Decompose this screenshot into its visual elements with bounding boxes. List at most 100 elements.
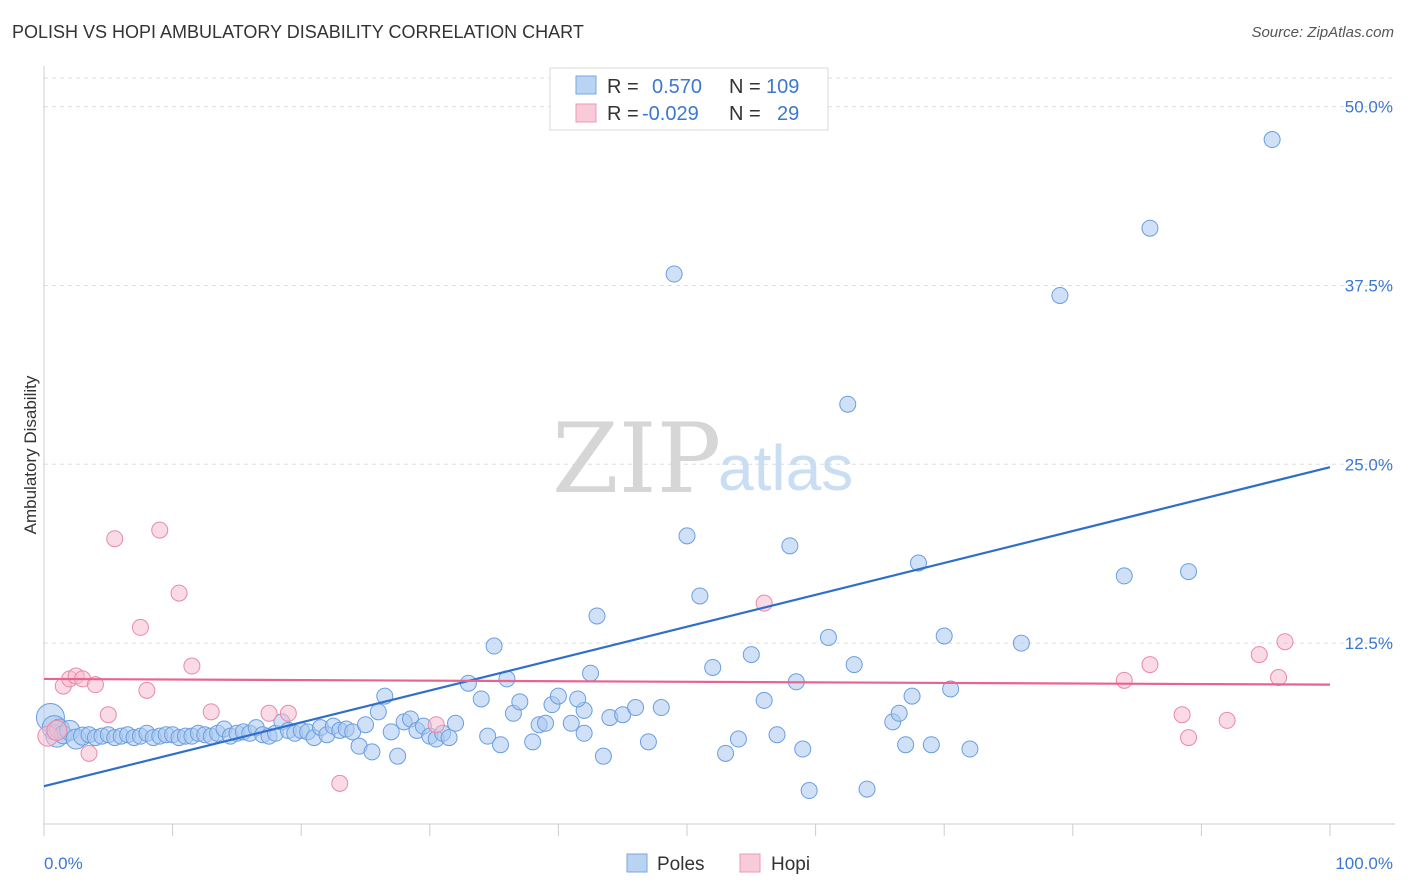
poles-point bbox=[447, 714, 465, 732]
poles-point bbox=[819, 628, 837, 646]
hopi-point bbox=[170, 584, 188, 602]
hopi-point bbox=[46, 719, 68, 741]
series-legend: Poles Hopi bbox=[626, 853, 810, 875]
hopi-point bbox=[183, 657, 201, 675]
hopi-point bbox=[279, 704, 297, 722]
poles-point bbox=[858, 780, 876, 798]
hopi-point bbox=[99, 706, 117, 724]
poles-point bbox=[897, 736, 915, 754]
source-label: Source: ZipAtlas.com bbox=[1251, 24, 1394, 41]
trend-lines bbox=[43, 466, 1331, 788]
poles-point bbox=[363, 743, 381, 761]
hopi-point bbox=[80, 744, 98, 762]
poles-point bbox=[800, 782, 818, 800]
poles-trend-line bbox=[43, 466, 1331, 788]
poles-point bbox=[961, 740, 979, 758]
poles-series-label: Poles bbox=[657, 854, 705, 875]
poles-point bbox=[357, 716, 374, 734]
y-tick-label: 50.0% bbox=[1345, 98, 1393, 117]
hopi-point bbox=[1180, 729, 1198, 747]
poles-point bbox=[704, 658, 722, 676]
hopi-point bbox=[1276, 633, 1294, 651]
watermark-zip: ZIP bbox=[552, 403, 721, 515]
poles-point bbox=[511, 693, 529, 711]
chart-title: POLISH VS HOPI AMBULATORY DISABILITY COR… bbox=[12, 22, 584, 42]
poles-point bbox=[890, 704, 908, 722]
x-tick-labels: 0.0% 100.0% bbox=[44, 854, 1393, 873]
poles-point bbox=[369, 703, 387, 721]
poles-point bbox=[472, 690, 490, 708]
poles-point bbox=[781, 537, 799, 555]
poles-legend-swatch bbox=[575, 75, 597, 95]
poles-point bbox=[440, 729, 458, 747]
hopi-point bbox=[1115, 671, 1133, 689]
y-tick-label: 12.5% bbox=[1345, 634, 1393, 653]
poles-point bbox=[942, 680, 960, 698]
poles-point bbox=[1115, 567, 1133, 585]
hopi-point bbox=[260, 704, 278, 722]
poles-point bbox=[1051, 286, 1069, 304]
poles-point bbox=[588, 607, 606, 625]
hopi-r-value: -0.029 bbox=[642, 103, 699, 125]
hopi-point bbox=[427, 716, 445, 734]
hopi-point bbox=[138, 681, 156, 699]
hopi-point bbox=[131, 618, 149, 636]
poles-point bbox=[909, 554, 927, 572]
poles-point bbox=[652, 699, 670, 717]
poles-series-swatch bbox=[626, 853, 648, 873]
poles-point bbox=[768, 726, 786, 744]
poles-point bbox=[524, 733, 542, 751]
poles-point bbox=[845, 656, 863, 674]
y-tick-labels: 12.5% 25.0% 37.5% 50.0% bbox=[1345, 98, 1393, 654]
x-tick-label: 100.0% bbox=[1335, 854, 1393, 873]
hopi-point bbox=[86, 676, 104, 694]
poles-point bbox=[755, 691, 773, 709]
poles-point bbox=[485, 637, 503, 655]
poles-n-label: N = bbox=[729, 76, 761, 98]
hopi-legend-swatch bbox=[575, 103, 597, 123]
poles-point bbox=[935, 627, 953, 645]
poles-point bbox=[794, 740, 812, 758]
poles-point bbox=[492, 736, 510, 754]
y-axis-label: Ambulatory Disability bbox=[21, 375, 40, 534]
grid-lines bbox=[44, 77, 1395, 644]
poles-r-label: R = bbox=[607, 76, 639, 98]
poles-point bbox=[1180, 563, 1198, 581]
poles-point bbox=[575, 724, 593, 742]
poles-point bbox=[678, 527, 696, 545]
poles-point bbox=[639, 733, 657, 751]
hopi-point bbox=[331, 774, 349, 792]
watermark: ZIP atlas bbox=[552, 403, 853, 515]
x-tick-label: 0.0% bbox=[44, 854, 83, 873]
hopi-point bbox=[1250, 646, 1268, 664]
hopi-series-swatch bbox=[739, 853, 761, 873]
poles-point bbox=[1263, 131, 1281, 149]
poles-point bbox=[582, 664, 600, 682]
poles-point bbox=[344, 723, 362, 741]
poles-point bbox=[729, 730, 747, 748]
hopi-point bbox=[1270, 668, 1288, 686]
poles-point bbox=[389, 747, 407, 765]
poles-point bbox=[922, 736, 940, 754]
poles-point bbox=[665, 265, 683, 283]
hopi-point bbox=[1141, 656, 1159, 674]
poles-point bbox=[742, 646, 760, 664]
hopi-point bbox=[1173, 706, 1191, 724]
hopi-n-label: N = bbox=[729, 103, 761, 125]
poles-point bbox=[717, 744, 735, 762]
hopi-points bbox=[37, 521, 1294, 792]
poles-point bbox=[382, 723, 400, 741]
poles-point bbox=[614, 706, 632, 724]
poles-point bbox=[549, 687, 567, 705]
poles-point bbox=[839, 395, 857, 413]
poles-point bbox=[1012, 634, 1030, 652]
hopi-point bbox=[1218, 711, 1236, 729]
y-tick-label: 37.5% bbox=[1345, 276, 1393, 295]
poles-r-value: 0.570 bbox=[652, 76, 702, 98]
poles-point bbox=[569, 690, 587, 708]
hopi-r-label: R = bbox=[607, 103, 639, 125]
hopi-point bbox=[202, 703, 220, 721]
hopi-trend-line bbox=[43, 677, 1331, 686]
poles-point bbox=[627, 699, 645, 717]
